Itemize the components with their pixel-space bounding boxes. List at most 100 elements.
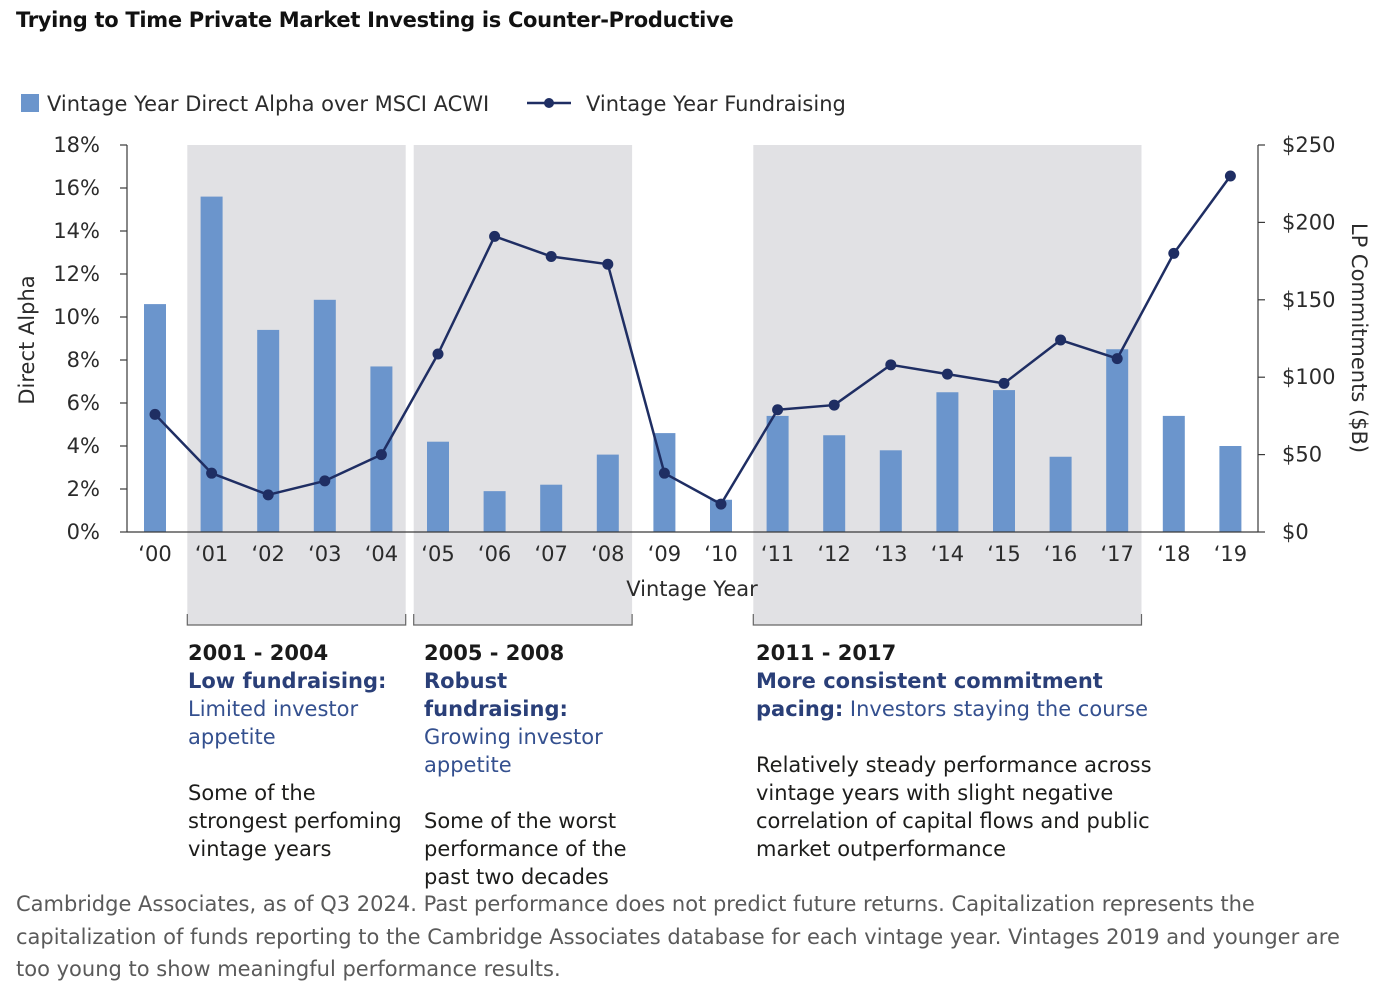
x-tick-label: ‘02 [251, 542, 284, 566]
x-tick-label: ‘16 [1044, 542, 1077, 566]
fundraising-point-11 [772, 404, 784, 416]
alpha-bar-15 [993, 390, 1015, 532]
x-tick-label: ‘15 [987, 542, 1020, 566]
panel-subheading: Limited investor appetite [188, 697, 359, 749]
fundraising-point-16 [1055, 334, 1067, 346]
period-bracket-0 [186, 614, 407, 626]
panel-2001-2004: 2001 - 2004 Low fundraising: Limited inv… [188, 639, 418, 863]
x-tick-label: ‘01 [195, 542, 228, 566]
alpha-bar-19 [1219, 446, 1242, 532]
panel-description: Relatively steady performance across vin… [756, 753, 1152, 861]
y-tick-label: 10% [53, 305, 100, 329]
y2-axis-label: LP Commitments ($B) [1347, 223, 1371, 453]
alpha-bar-11 [766, 415, 789, 532]
x-tick-label: ‘11 [761, 542, 794, 566]
alpha-bar-13 [879, 450, 902, 532]
y2-tick-label: $50 [1282, 443, 1322, 467]
fundraising-point-5 [432, 348, 444, 360]
alpha-bar-12 [823, 435, 846, 532]
combo-chart: 0% 2% 4% 6% 8% 10% 12% 14% 16% 18% $0 $50 $100 $150 $2… [15, 92, 1371, 626]
alpha-bar-18 [1162, 415, 1185, 532]
fundraising-point-8 [602, 258, 614, 270]
alpha-bar-5 [427, 441, 449, 532]
alpha-bar-17 [1106, 349, 1129, 532]
footnote: Cambridge Associates, as of Q3 2024. Pas… [16, 892, 1340, 981]
y2-tick-label: $250 [1282, 133, 1335, 157]
alpha-bar-8 [596, 454, 619, 532]
panel-heading: More consistent commitment pacing: [756, 669, 1103, 721]
fundraising-point-4 [375, 449, 387, 461]
panel-subheading: Investors staying the course [849, 697, 1149, 721]
x-tick-label: ‘17 [1100, 542, 1133, 566]
x-tick-label: ‘03 [308, 542, 341, 566]
chart-title: Trying to Time Private Market Investing … [16, 8, 734, 32]
shaded-period-2 [753, 145, 1142, 625]
x-tick-label: ‘14 [931, 542, 964, 566]
x-tick-label: ‘08 [591, 542, 624, 566]
alpha-bar-16 [1049, 456, 1072, 532]
fundraising-point-9 [658, 467, 670, 479]
panel-heading: Low fundraising: [188, 669, 387, 693]
panel-description: Some of the strongest perfoming vintage … [188, 781, 402, 861]
y-tick-label: 4% [67, 434, 100, 458]
alpha-bar-6 [483, 491, 506, 532]
fundraising-point-10 [715, 498, 727, 510]
x-tick-label: ‘06 [478, 542, 511, 566]
panel-range: 2005 - 2008 [424, 641, 565, 665]
legend: Vintage Year Direct Alpha over MSCI ACWI… [21, 92, 846, 116]
alpha-bar-3 [313, 299, 336, 532]
alpha-bar-10 [710, 499, 732, 532]
panel-heading: Robust fundraising: [424, 669, 568, 721]
x-tick-label: ‘09 [648, 542, 681, 566]
fundraising-point-12 [828, 399, 840, 411]
legend-line-marker [544, 98, 554, 108]
alpha-bar-14 [936, 392, 959, 532]
shaded-periods [187, 145, 1142, 625]
panel-range: 2001 - 2004 [188, 641, 329, 665]
y-tick-label: 6% [67, 391, 100, 415]
alpha-bar-7 [540, 484, 563, 532]
fundraising-point-2 [262, 489, 274, 501]
legend-line-label: Vintage Year Fundraising [586, 92, 846, 116]
legend-bar-label: Vintage Year Direct Alpha over MSCI ACWI [47, 92, 489, 116]
fundraising-point-6 [489, 230, 501, 242]
period-bracket-1 [413, 614, 633, 626]
y2-tick-label: $200 [1282, 210, 1335, 234]
x-axis-label: Vintage Year [626, 577, 758, 601]
fundraising-point-14 [941, 368, 953, 380]
panel-description: Some of the worst performance of the pas… [424, 809, 627, 889]
fundraising-point-19 [1224, 170, 1236, 182]
panel-range: 2011 - 2017 [756, 641, 897, 665]
alpha-bar-1 [200, 196, 223, 532]
axes: 0% 2% 4% 6% 8% 10% 12% 14% 16% 18% $0 $50 $100 $150 $2… [53, 133, 1335, 566]
y2-tick-label: $100 [1282, 365, 1335, 389]
x-tick-label: ‘04 [365, 542, 398, 566]
x-tick-label: ‘07 [534, 542, 567, 566]
fundraising-point-13 [885, 359, 897, 371]
shaded-period-0 [187, 145, 406, 625]
y-tick-label: 8% [67, 348, 100, 372]
y-tick-label: 12% [53, 262, 100, 286]
fundraising-point-3 [319, 475, 331, 487]
y-tick-label: 0% [67, 520, 100, 544]
x-tick-label: ‘00 [138, 542, 171, 566]
fundraising-point-15 [998, 377, 1010, 389]
shaded-period-1 [413, 145, 633, 625]
legend-bar-swatch [21, 94, 39, 112]
panel-2005-2008: 2005 - 2008 Robust fundraising: Growing … [424, 639, 654, 891]
fundraising-point-18 [1168, 247, 1180, 259]
y2-tick-label: $0 [1282, 520, 1309, 544]
y2-tick-label: $150 [1282, 288, 1335, 312]
fundraising-point-7 [545, 250, 557, 262]
x-tick-label: ‘12 [817, 542, 850, 566]
x-tick-label: ‘05 [421, 542, 454, 566]
fundraising-line [149, 170, 1236, 510]
fundraising-point-1 [206, 467, 218, 479]
y-tick-label: 16% [53, 176, 100, 200]
x-tick-label: ‘10 [704, 542, 737, 566]
panel-subheading: Growing investor appetite [424, 725, 603, 777]
period-brackets [186, 614, 1143, 626]
x-tick-label: ‘13 [874, 542, 907, 566]
fundraising-point-17 [1111, 353, 1123, 365]
y-axis-label: Direct Alpha [15, 275, 39, 404]
